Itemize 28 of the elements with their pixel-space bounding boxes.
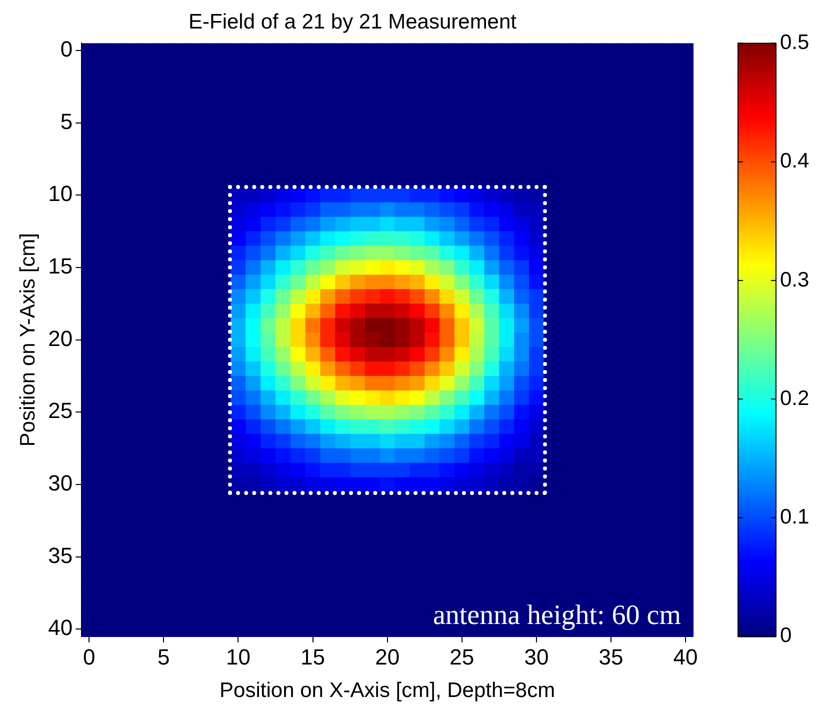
y-tick-label: 10 [48, 181, 73, 206]
y-tick-label: 5 [60, 108, 73, 134]
color-bar-label: 0.3 [780, 268, 810, 292]
y-tick-label: 20 [48, 326, 73, 351]
chart-title: E-Field of a 21 by 21 Measurement [188, 10, 517, 34]
x-axis-title: Position on X-Axis [cm], Depth=8cm [220, 679, 556, 702]
x-tick-label: 5 [158, 644, 170, 670]
x-tick-label: 40 [673, 644, 698, 670]
y-tick-label: 40 [48, 615, 73, 640]
color-bar-label: 0.4 [780, 150, 810, 173]
y-tick-label: 15 [48, 254, 73, 279]
x-tick-label: 30 [524, 644, 549, 670]
y-tick-label: 35 [48, 542, 73, 568]
color-bar-label: 0.2 [780, 386, 810, 410]
color-bar-label: 0.5 [780, 30, 810, 54]
y-axis-title: Position on Y-Axis [cm] [16, 232, 40, 447]
x-tick-label: 25 [450, 644, 474, 670]
y-tick-label: 30 [48, 470, 73, 496]
x-tick-label: 10 [226, 644, 250, 670]
x-tick-label: 15 [300, 644, 326, 670]
x-tick-label: 0 [83, 644, 96, 670]
color-bar-label: 0 [780, 624, 792, 648]
y-tick-label: 0 [60, 36, 73, 62]
annotation: antenna height: 60 cm [432, 600, 682, 631]
x-tick-label: 35 [598, 644, 624, 670]
y-tick-label: 25 [48, 398, 73, 424]
x-tick-label: 20 [375, 644, 400, 670]
color-bar-label: 0.1 [780, 506, 810, 529]
